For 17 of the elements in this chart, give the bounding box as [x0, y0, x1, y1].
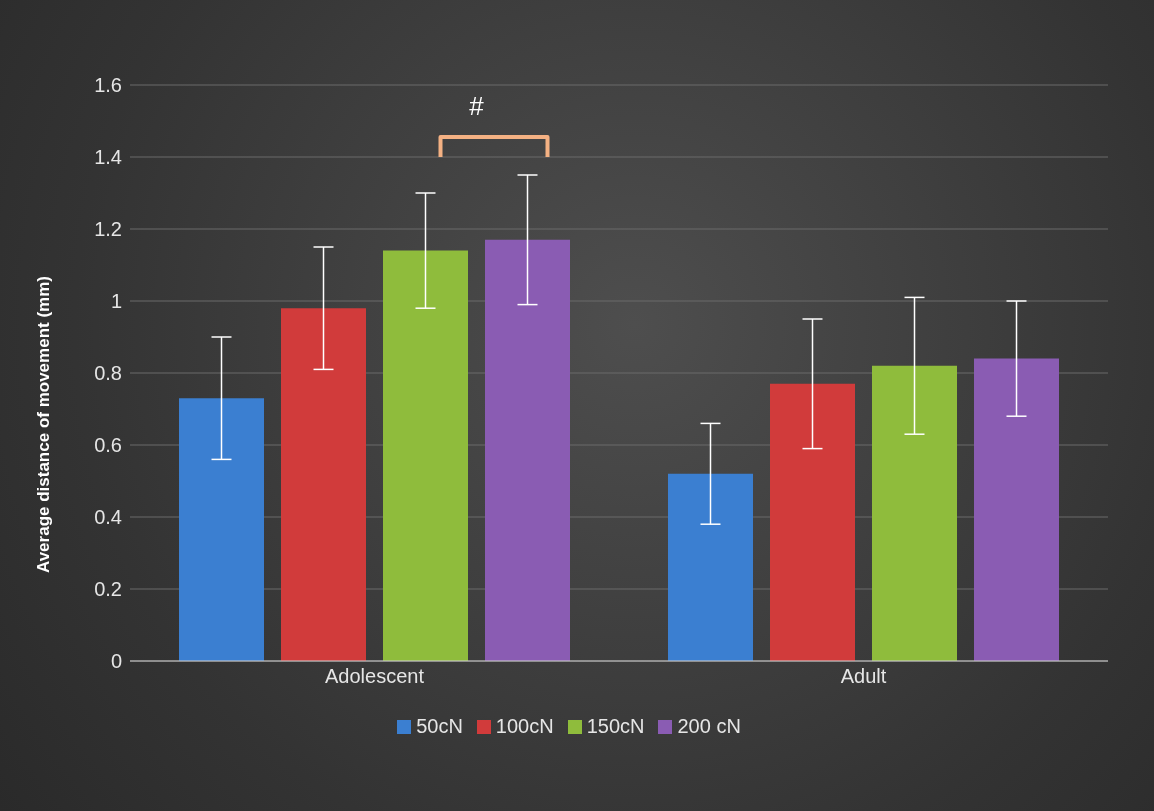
legend-label: 50cN [416, 715, 463, 738]
legend-label: 200 cN [677, 715, 741, 738]
annotation: # [469, 91, 485, 121]
legend-label: 100cN [495, 715, 554, 738]
y-tick-label: 1.2 [94, 218, 122, 241]
y-tick-label: 0.6 [94, 434, 122, 457]
legend-label: 150cN [586, 715, 645, 738]
y-tick-label: 1.4 [94, 146, 122, 169]
y-tick-label: 0.2 [94, 578, 122, 601]
y-tick-label: 0 [110, 650, 122, 673]
x-tick-label: Adolescent [325, 665, 425, 688]
y-tick-label: 0.8 [94, 362, 122, 385]
y-tick-label: 0.4 [94, 506, 122, 529]
y-axis-title: Average distance of movement (mm) [34, 276, 54, 573]
y-tick-label: 1.6 [94, 74, 122, 97]
y-tick-label: 1 [110, 290, 122, 313]
x-tick-label: Adult [840, 665, 887, 688]
